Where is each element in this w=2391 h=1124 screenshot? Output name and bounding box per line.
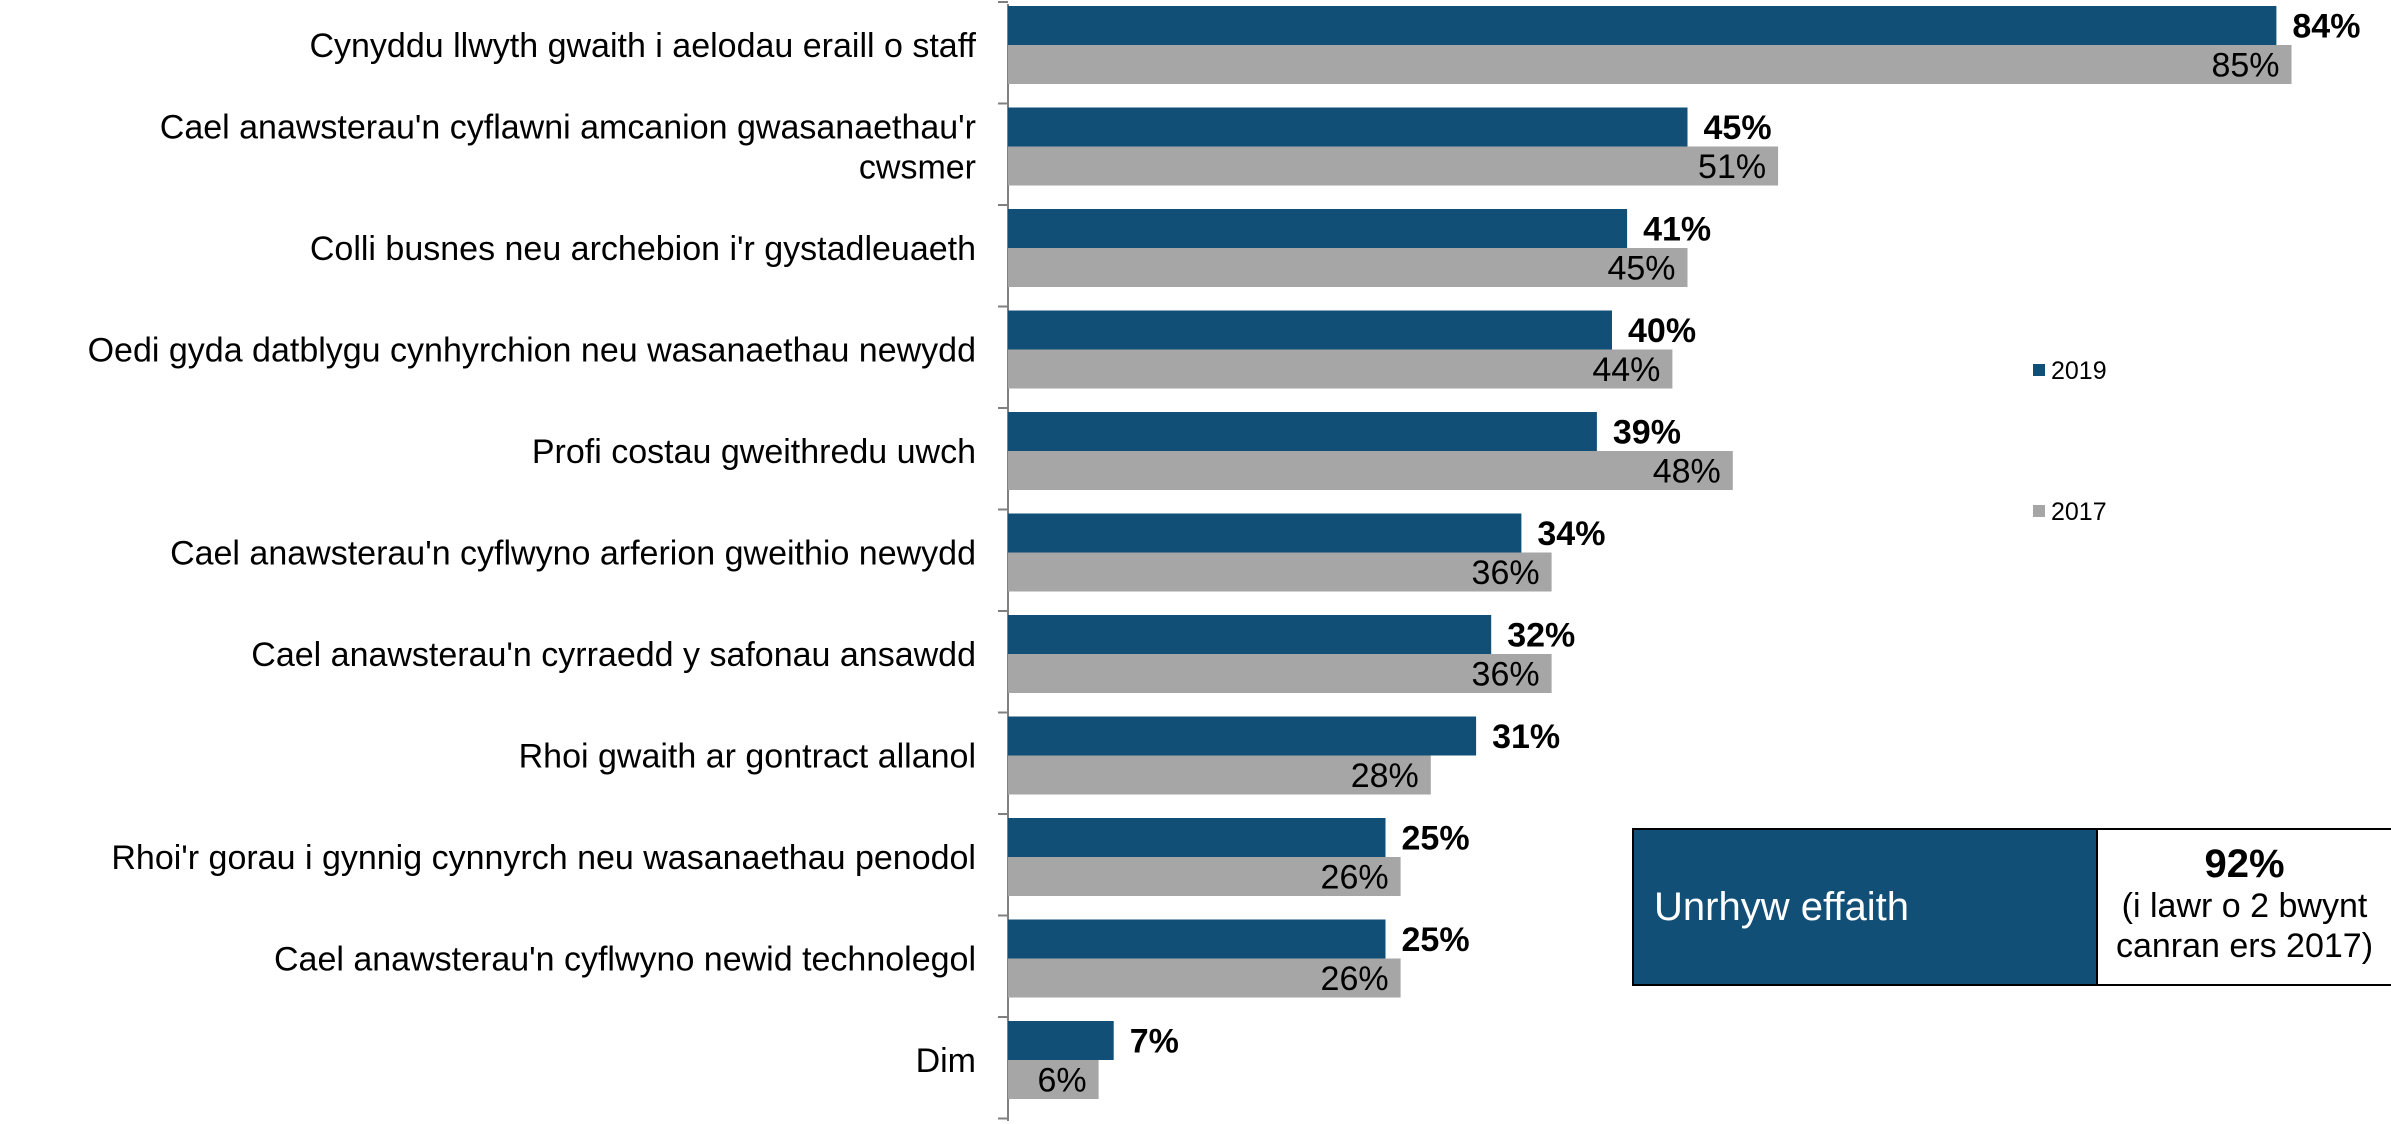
legend-label-2017: 2017 xyxy=(2051,498,2107,526)
bar-2017 xyxy=(1008,958,1401,998)
bar-2019 xyxy=(1008,513,1522,553)
data-label-2017: 48% xyxy=(1653,453,1721,491)
category-label: Rhoi gwaith ar gontract allanol xyxy=(519,738,976,776)
bar-2019 xyxy=(1008,6,2277,45)
summary-label: Unrhyw effaith xyxy=(1632,828,2096,986)
data-label-2017: 26% xyxy=(1321,859,1389,897)
legend: 2019 2017 xyxy=(2033,357,2107,526)
summary-value: 92% xyxy=(2204,842,2285,886)
data-label-2019: 25% xyxy=(1402,921,1470,959)
bar-2017 xyxy=(1008,552,1552,592)
category-label: Cael anawsterau'n cyflwyno newid technol… xyxy=(274,941,976,979)
bar-2017 xyxy=(1008,755,1431,795)
category-label: Dim xyxy=(916,1042,976,1080)
bar-2017 xyxy=(1008,857,1401,896)
bar-2017 xyxy=(1008,45,2292,84)
axis xyxy=(998,1,1009,1121)
bar-2019 xyxy=(1008,716,1477,756)
data-label-2017: 85% xyxy=(2211,47,2279,85)
category-label: Colli busnes neu archebion i'r gystadleu… xyxy=(310,230,976,268)
data-label-2019: 25% xyxy=(1402,820,1470,858)
summary-note-line: (i lawr o 2 bwynt xyxy=(2121,887,2368,925)
bar-2019 xyxy=(1008,107,1688,147)
bar-2019 xyxy=(1008,310,1612,350)
bar-2019 xyxy=(1008,818,1386,857)
summary-note: (i lawr o 2 bwynt canran ers 2017) xyxy=(2098,886,2391,966)
legend-swatch-2019 xyxy=(2033,364,2045,376)
data-label-2019: 45% xyxy=(1704,109,1772,147)
data-label-2017: 28% xyxy=(1351,757,1419,795)
bars xyxy=(1008,6,2292,1099)
summary-note-line: canran ers 2017) xyxy=(2115,927,2374,965)
bar-2017 xyxy=(1008,349,1673,389)
bar-2017 xyxy=(1008,248,1688,287)
data-label-2019: 40% xyxy=(1628,312,1696,350)
summary-value-cell: 92% (i lawr o 2 bwynt canran ers 2017) xyxy=(2096,828,2391,986)
category-label: Oedi gyda datblygu cynhyrchion neu wasan… xyxy=(88,332,976,370)
data-label-2017: 36% xyxy=(1472,554,1540,592)
data-label-2017: 51% xyxy=(1698,148,1766,186)
data-label-2017: 36% xyxy=(1472,656,1540,694)
data-label-2017: 44% xyxy=(1592,351,1660,389)
category-label: Cael anawsterau'n cyrraedd y safonau ans… xyxy=(251,636,976,674)
data-label-2019: 34% xyxy=(1537,515,1605,553)
legend-swatch-2017 xyxy=(2033,505,2045,517)
bar-2017 xyxy=(1008,654,1552,693)
data-label-2017: 45% xyxy=(1607,250,1675,288)
category-label: Rhoi'r gorau i gynnig cynnyrch neu wasan… xyxy=(111,839,976,877)
data-label-2019: 31% xyxy=(1492,718,1560,756)
data-label-2019: 41% xyxy=(1643,211,1711,249)
bar-2019 xyxy=(1008,919,1386,959)
data-label-2019: 84% xyxy=(2292,8,2360,46)
data-label-2019: 32% xyxy=(1507,617,1575,655)
labels: Cynyddu llwyth gwaith i aelodau eraill o… xyxy=(88,8,2361,1100)
bar-2019 xyxy=(1008,209,1628,248)
category-label: Profi costau gweithredu uwch xyxy=(532,433,976,471)
category-label: Cael anawsterau'n cyflawni amcanion gwas… xyxy=(160,109,976,187)
bar-2019 xyxy=(1008,615,1492,654)
bar-2017 xyxy=(1008,451,1733,490)
category-label: Cael anawsterau'n cyflwyno arferion gwei… xyxy=(170,535,976,573)
data-label-2019: 39% xyxy=(1613,414,1681,452)
summary-box: Unrhyw effaith 92% (i lawr o 2 bwynt can… xyxy=(1632,828,2391,986)
bar-2017 xyxy=(1008,1060,1099,1099)
bar-2017 xyxy=(1008,146,1779,186)
data-label-2017: 6% xyxy=(1037,1062,1086,1100)
legend-label-2019: 2019 xyxy=(2051,357,2107,385)
category-label: Cynyddu llwyth gwaith i aelodau eraill o… xyxy=(309,27,976,65)
bar-2019 xyxy=(1008,1021,1114,1060)
bar-2019 xyxy=(1008,412,1597,451)
data-label-2019: 7% xyxy=(1130,1023,1179,1061)
data-label-2017: 26% xyxy=(1321,960,1389,998)
